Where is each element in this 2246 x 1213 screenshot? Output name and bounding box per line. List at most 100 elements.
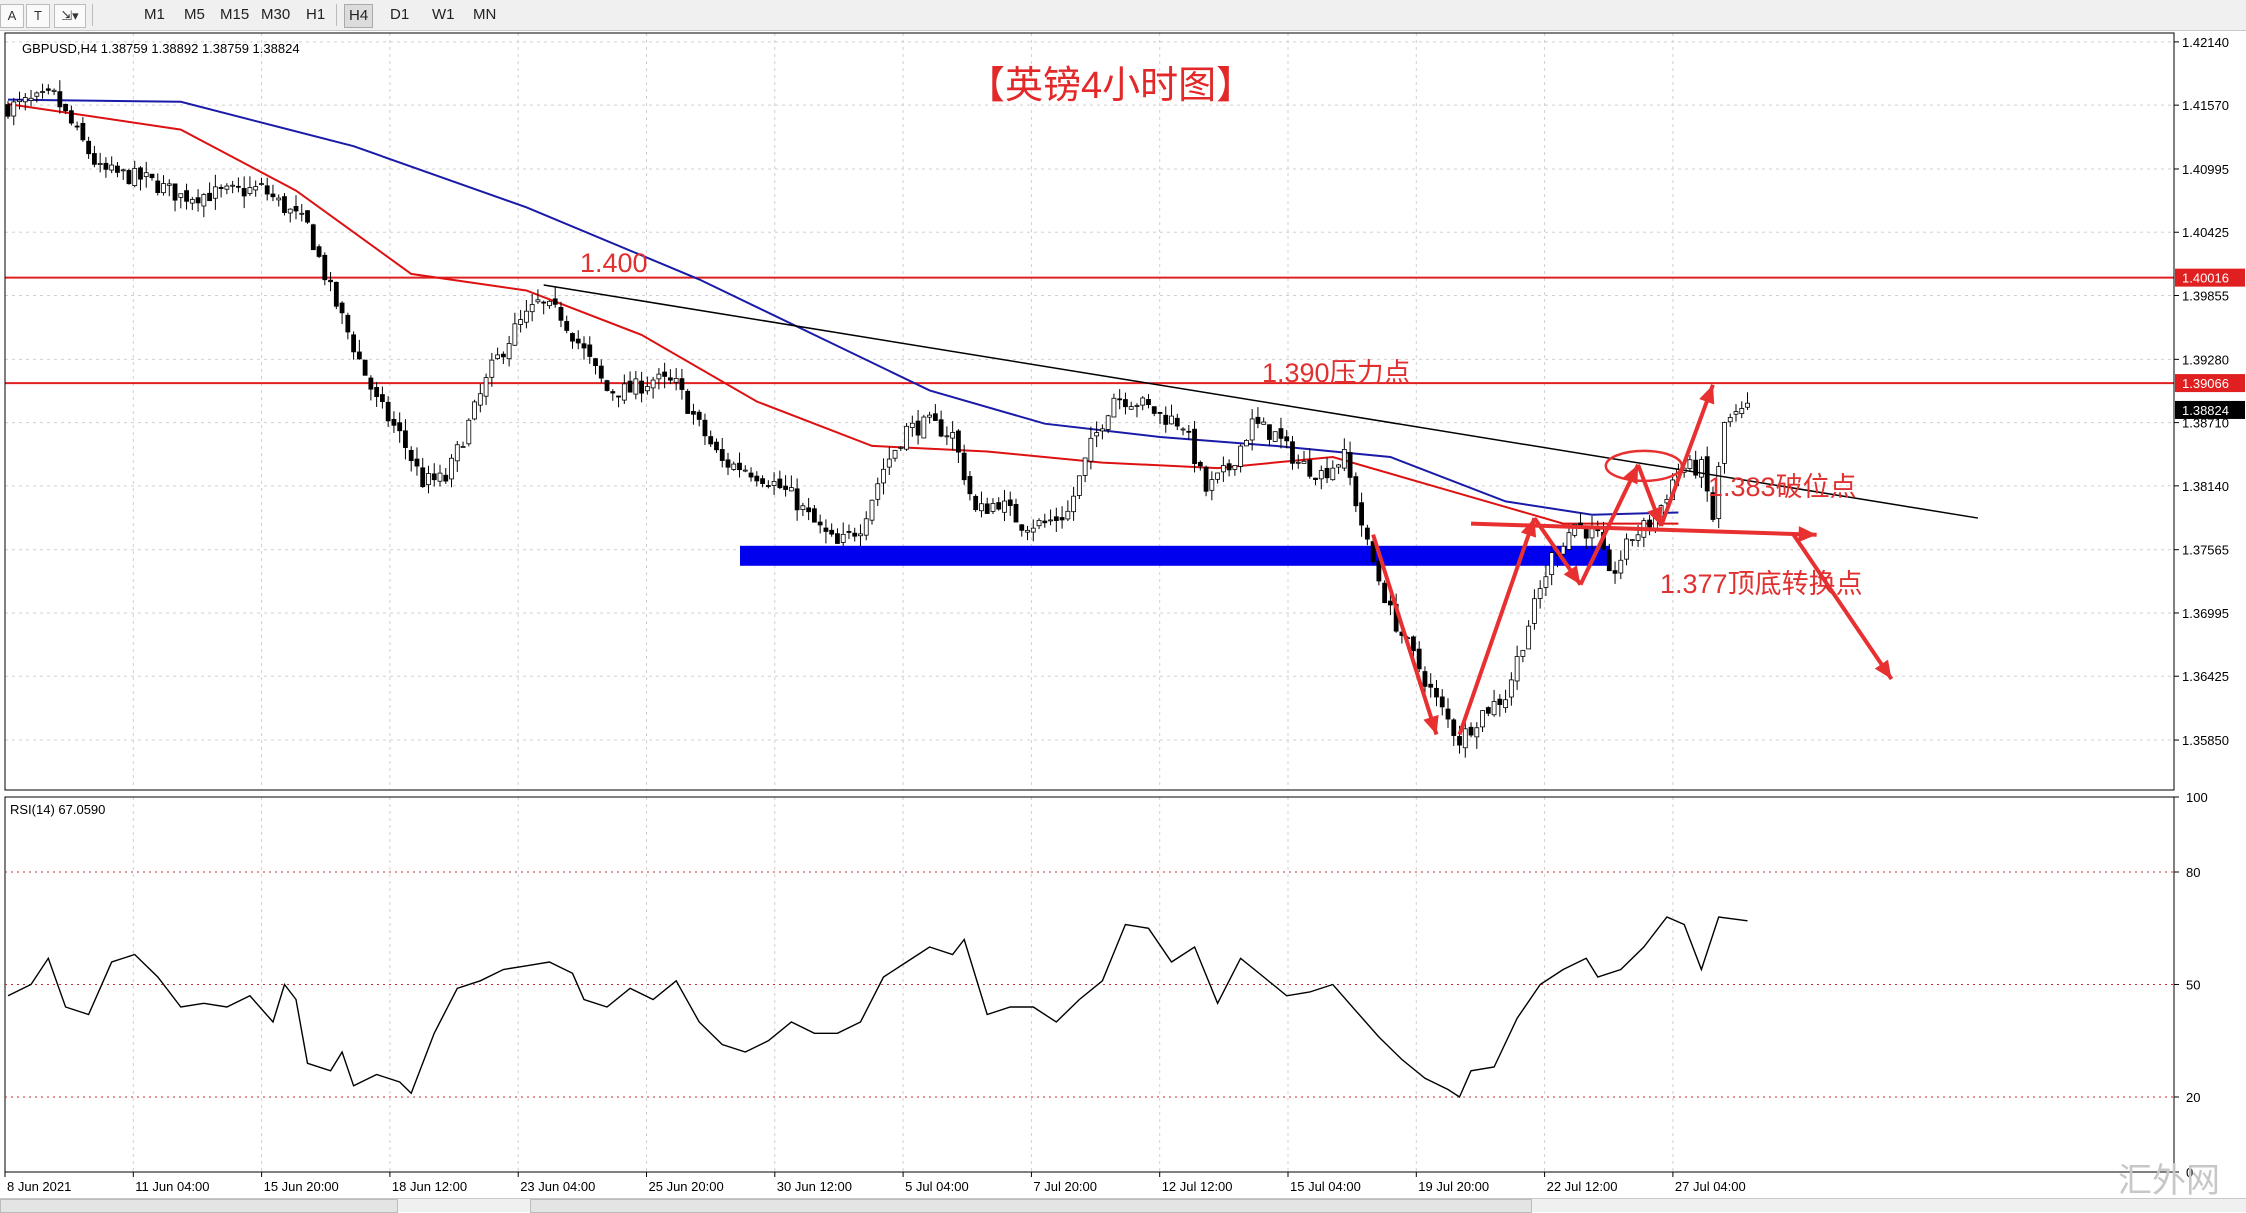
axes-layer: 1.42140 1.41570 1.40995 1.40425 1.39855 1.392…	[4, 32, 2245, 1194]
candle-body	[800, 505, 806, 510]
candle-body	[846, 531, 852, 533]
candle-body	[1739, 408, 1745, 415]
candle-body	[1267, 424, 1272, 440]
candle-body	[195, 197, 201, 204]
candle-body	[1382, 582, 1388, 604]
candle-body	[207, 192, 213, 202]
y-tick-label: 1.41570	[2182, 98, 2229, 113]
candle-body	[765, 485, 771, 487]
candle-body	[1612, 570, 1618, 574]
candle-body	[218, 186, 224, 189]
timeframe-m15[interactable]: M15	[220, 6, 250, 23]
candle-body	[587, 344, 593, 357]
candle-body	[1238, 445, 1244, 467]
candle-body	[881, 468, 886, 484]
candle-body	[368, 377, 374, 390]
candle-body	[1716, 466, 1722, 519]
annotation-1400: 1.400	[580, 248, 648, 278]
y-tick-label: 1.37565	[2182, 543, 2229, 558]
candle-body	[1071, 495, 1076, 513]
trend-arrow-shaft	[1457, 517, 1537, 736]
candle-body	[541, 301, 547, 304]
candle-body	[1376, 560, 1382, 582]
candle-body	[973, 495, 979, 511]
candle-body	[685, 390, 691, 414]
candle-body	[305, 210, 310, 223]
candle-body	[806, 507, 812, 513]
candle-body	[604, 380, 610, 391]
timeframe-d1[interactable]: D1	[390, 6, 410, 23]
candle-body	[593, 358, 598, 367]
candle-body	[1451, 719, 1457, 736]
breakout-ellipse	[1604, 449, 1684, 483]
x-tick-label: 22 Jul 12:00	[1547, 1179, 1618, 1194]
candle-body	[1370, 541, 1376, 563]
candle-body	[742, 469, 748, 472]
timeframe-m1[interactable]: M1	[144, 6, 165, 23]
timeframe-m30[interactable]: M30	[261, 6, 291, 23]
candle-body	[1244, 439, 1249, 447]
candle-body	[1347, 452, 1353, 478]
candle-body	[679, 378, 685, 390]
rsi-y-tick-label: 20	[2186, 1090, 2200, 1105]
price-tag-label: 1.39066	[2182, 376, 2229, 391]
candle-body	[984, 503, 990, 514]
candle-body	[1301, 460, 1307, 464]
candle-body	[979, 503, 984, 512]
candle-body	[339, 302, 345, 314]
candle-body	[132, 168, 138, 186]
candle-body	[656, 373, 662, 380]
timeframe-h1[interactable]: H1	[306, 6, 326, 23]
candle-body	[633, 378, 639, 395]
candle-body	[1065, 510, 1071, 520]
candle-body	[1485, 707, 1491, 714]
candle-body	[264, 185, 270, 195]
candle-body	[1019, 524, 1025, 531]
timeframe-mn[interactable]: MN	[473, 6, 497, 23]
candle-body	[1157, 412, 1163, 414]
candle-body	[621, 383, 627, 401]
candle-body	[86, 140, 92, 155]
x-tick-label: 7 Jul 20:00	[1033, 1179, 1097, 1194]
candle-body	[547, 300, 552, 307]
trend-arrow-shaft	[1371, 534, 1439, 736]
candle-body	[1163, 414, 1169, 425]
candle-body	[639, 380, 644, 394]
candle-body	[449, 457, 454, 480]
text-tool-icon[interactable]: A	[0, 4, 24, 28]
candle-body	[668, 377, 673, 381]
candle-body	[535, 299, 541, 303]
candle-body	[489, 359, 495, 378]
candle-body	[287, 208, 293, 214]
trend-arrow-head	[1798, 526, 1817, 543]
candle-body	[385, 401, 391, 422]
candle-body	[817, 521, 823, 526]
candle-body	[938, 419, 944, 437]
trend-arrow-head	[1874, 659, 1892, 680]
trend-arrow-head	[1520, 518, 1537, 538]
x-tick-label: 18 Jun 12:00	[392, 1179, 467, 1194]
candle-body	[17, 99, 22, 103]
timeframe-m5[interactable]: M5	[184, 6, 205, 23]
candle-body	[1468, 726, 1474, 736]
candle-body	[431, 473, 437, 481]
candle-body	[1088, 437, 1094, 462]
candle-body	[1076, 475, 1082, 496]
label-tool-icon[interactable]: T	[26, 4, 50, 28]
candle-body	[725, 459, 731, 468]
shapes-menu-icon[interactable]: ⇲▾	[54, 4, 86, 28]
candle-body	[270, 193, 276, 198]
candle-body	[1722, 422, 1727, 464]
candle-body	[1318, 470, 1324, 480]
timeframe-h4[interactable]: H4	[344, 4, 374, 28]
candle-body	[737, 462, 742, 471]
price-tag	[2175, 374, 2245, 393]
candle-body	[333, 281, 339, 307]
candle-body	[1710, 492, 1716, 520]
candle-body	[990, 503, 996, 512]
price-tag-label: 1.38824	[2182, 403, 2229, 418]
candle-body	[379, 394, 385, 403]
candle-body	[777, 478, 783, 489]
candle-body	[506, 343, 512, 360]
timeframe-w1[interactable]: W1	[432, 6, 455, 23]
